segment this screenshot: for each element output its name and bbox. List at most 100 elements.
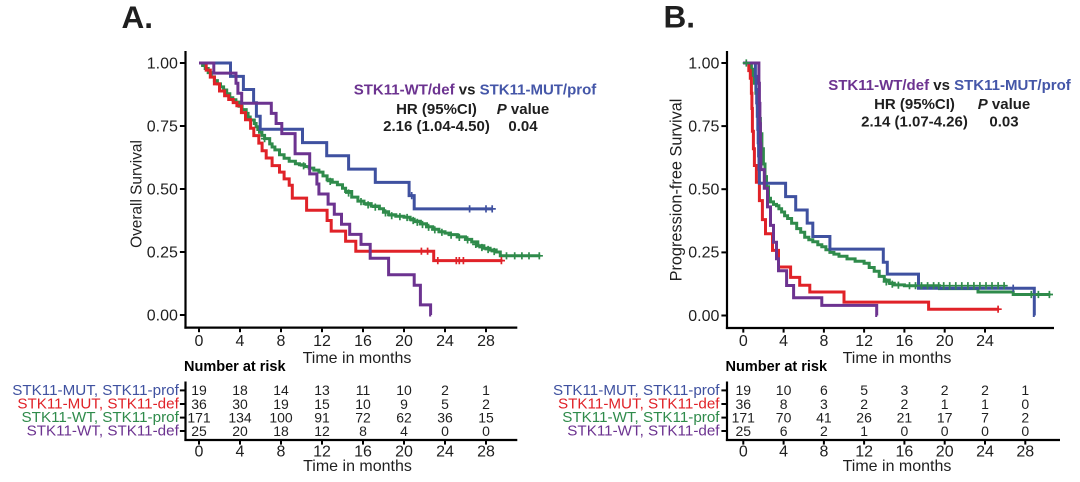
svg-text:1: 1 [1021, 382, 1029, 398]
svg-text:171: 171 [187, 409, 211, 425]
svg-text:8: 8 [359, 423, 367, 439]
svg-text:0: 0 [195, 333, 204, 350]
svg-text:10: 10 [396, 382, 412, 398]
svg-text:15: 15 [478, 409, 494, 425]
svg-text:0.25: 0.25 [688, 245, 719, 262]
svg-text:STK11-MUT, STK11-prof: STK11-MUT, STK11-prof [553, 382, 720, 399]
svg-text:10: 10 [776, 382, 792, 398]
svg-text:0: 0 [441, 423, 449, 439]
svg-text:10: 10 [355, 396, 371, 412]
svg-text:7: 7 [981, 409, 989, 425]
svg-text:36: 36 [736, 396, 752, 412]
svg-text:STK11-MUT, STK11-prof: STK11-MUT, STK11-prof [12, 382, 179, 399]
svg-text:HR (95%CI): HR (95%CI) [396, 101, 477, 118]
svg-text:100: 100 [269, 409, 293, 425]
svg-text:134: 134 [228, 409, 252, 425]
svg-text:0: 0 [981, 423, 989, 439]
svg-text:0: 0 [1021, 396, 1029, 412]
svg-text:26: 26 [856, 409, 872, 425]
svg-text:20: 20 [232, 423, 248, 439]
svg-text:0.00: 0.00 [688, 308, 719, 325]
svg-text:HR (95%CI): HR (95%CI) [874, 96, 955, 113]
svg-text:2: 2 [901, 396, 909, 412]
svg-text:Number at risk: Number at risk [726, 359, 828, 375]
svg-text:0: 0 [941, 423, 949, 439]
svg-text:21: 21 [897, 409, 913, 425]
svg-text:5: 5 [860, 382, 868, 398]
svg-text:16: 16 [896, 333, 914, 350]
svg-text:24: 24 [976, 333, 994, 350]
svg-text:1: 1 [482, 382, 490, 398]
svg-text:8: 8 [819, 444, 828, 461]
svg-text:25: 25 [736, 423, 752, 439]
svg-text:24: 24 [436, 333, 454, 350]
svg-text:2.16 (1.04-4.50): 2.16 (1.04-4.50) [383, 118, 490, 135]
svg-text:12: 12 [314, 423, 330, 439]
svg-text:0.03: 0.03 [989, 114, 1018, 131]
svg-text:Overall Survival: Overall Survival [129, 140, 146, 248]
svg-text:16: 16 [354, 444, 372, 461]
svg-text:STK11-WT, STK11-prof: STK11-WT, STK11-prof [562, 409, 720, 426]
svg-text:4: 4 [236, 333, 245, 350]
svg-text:1: 1 [860, 423, 868, 439]
svg-text:2: 2 [441, 382, 449, 398]
svg-text:STK11-WT/def vs STK11-MUT/prof: STK11-WT/def vs STK11-MUT/prof [828, 77, 1072, 94]
svg-text:STK11-WT, STK11-prof: STK11-WT, STK11-prof [22, 409, 180, 426]
svg-text:18: 18 [273, 423, 289, 439]
svg-text:4: 4 [236, 444, 245, 461]
svg-text:2: 2 [820, 423, 828, 439]
svg-text:19: 19 [191, 382, 207, 398]
svg-text:4: 4 [400, 423, 408, 439]
svg-text:18: 18 [232, 382, 248, 398]
svg-text:12: 12 [855, 333, 873, 350]
svg-text:A.: A. [122, 0, 154, 35]
svg-text:20: 20 [395, 444, 413, 461]
svg-text:4: 4 [779, 333, 788, 350]
svg-text:36: 36 [191, 396, 207, 412]
svg-text:Time in months: Time in months [843, 350, 952, 367]
svg-text:6: 6 [820, 382, 828, 398]
svg-text:14: 14 [273, 382, 289, 398]
svg-text:19: 19 [736, 382, 752, 398]
svg-text:16: 16 [354, 333, 372, 350]
svg-text:12: 12 [313, 444, 331, 461]
svg-text:8: 8 [277, 444, 286, 461]
svg-text:Time in months: Time in months [843, 458, 952, 475]
svg-text:STK11-WT, STK11-def: STK11-WT, STK11-def [27, 423, 180, 440]
svg-text:9: 9 [400, 396, 408, 412]
svg-text:0.00: 0.00 [147, 307, 178, 324]
svg-text:0.25: 0.25 [147, 244, 178, 261]
svg-text:2: 2 [981, 382, 989, 398]
svg-text:STK11-MUT, STK11-def: STK11-MUT, STK11-def [17, 396, 179, 413]
svg-text:2: 2 [1021, 409, 1029, 425]
svg-text:11: 11 [356, 382, 371, 398]
svg-text:0: 0 [739, 333, 748, 350]
svg-text:13: 13 [314, 382, 330, 398]
svg-text:30: 30 [232, 396, 248, 412]
svg-text:1: 1 [981, 396, 989, 412]
svg-text:1.00: 1.00 [688, 55, 719, 72]
svg-text:3: 3 [901, 382, 909, 398]
svg-text:36: 36 [437, 409, 453, 425]
svg-text:2.14 (1.07-4.26): 2.14 (1.07-4.26) [861, 114, 968, 131]
svg-text:1: 1 [941, 396, 949, 412]
svg-text:1.00: 1.00 [147, 55, 178, 72]
svg-text:Number at risk: Number at risk [184, 359, 286, 375]
svg-text:5: 5 [441, 396, 449, 412]
svg-text:0.75: 0.75 [688, 118, 719, 135]
svg-text:Progression-free Survival: Progression-free Survival [668, 99, 686, 282]
svg-text:12: 12 [313, 333, 331, 350]
svg-text:0: 0 [195, 444, 204, 461]
svg-text:12: 12 [855, 444, 873, 461]
svg-text:28: 28 [1016, 444, 1034, 461]
svg-text:20: 20 [936, 444, 954, 461]
svg-text:P value: P value [497, 101, 550, 118]
svg-text:STK11-WT/def vs STK11-MUT/prof: STK11-WT/def vs STK11-MUT/prof [354, 82, 598, 99]
svg-text:24: 24 [436, 444, 454, 461]
svg-text:2: 2 [860, 396, 868, 412]
svg-text:25: 25 [191, 423, 207, 439]
svg-text:17: 17 [937, 409, 953, 425]
svg-text:20: 20 [936, 333, 954, 350]
svg-text:0: 0 [482, 423, 490, 439]
svg-text:0.50: 0.50 [688, 182, 719, 199]
